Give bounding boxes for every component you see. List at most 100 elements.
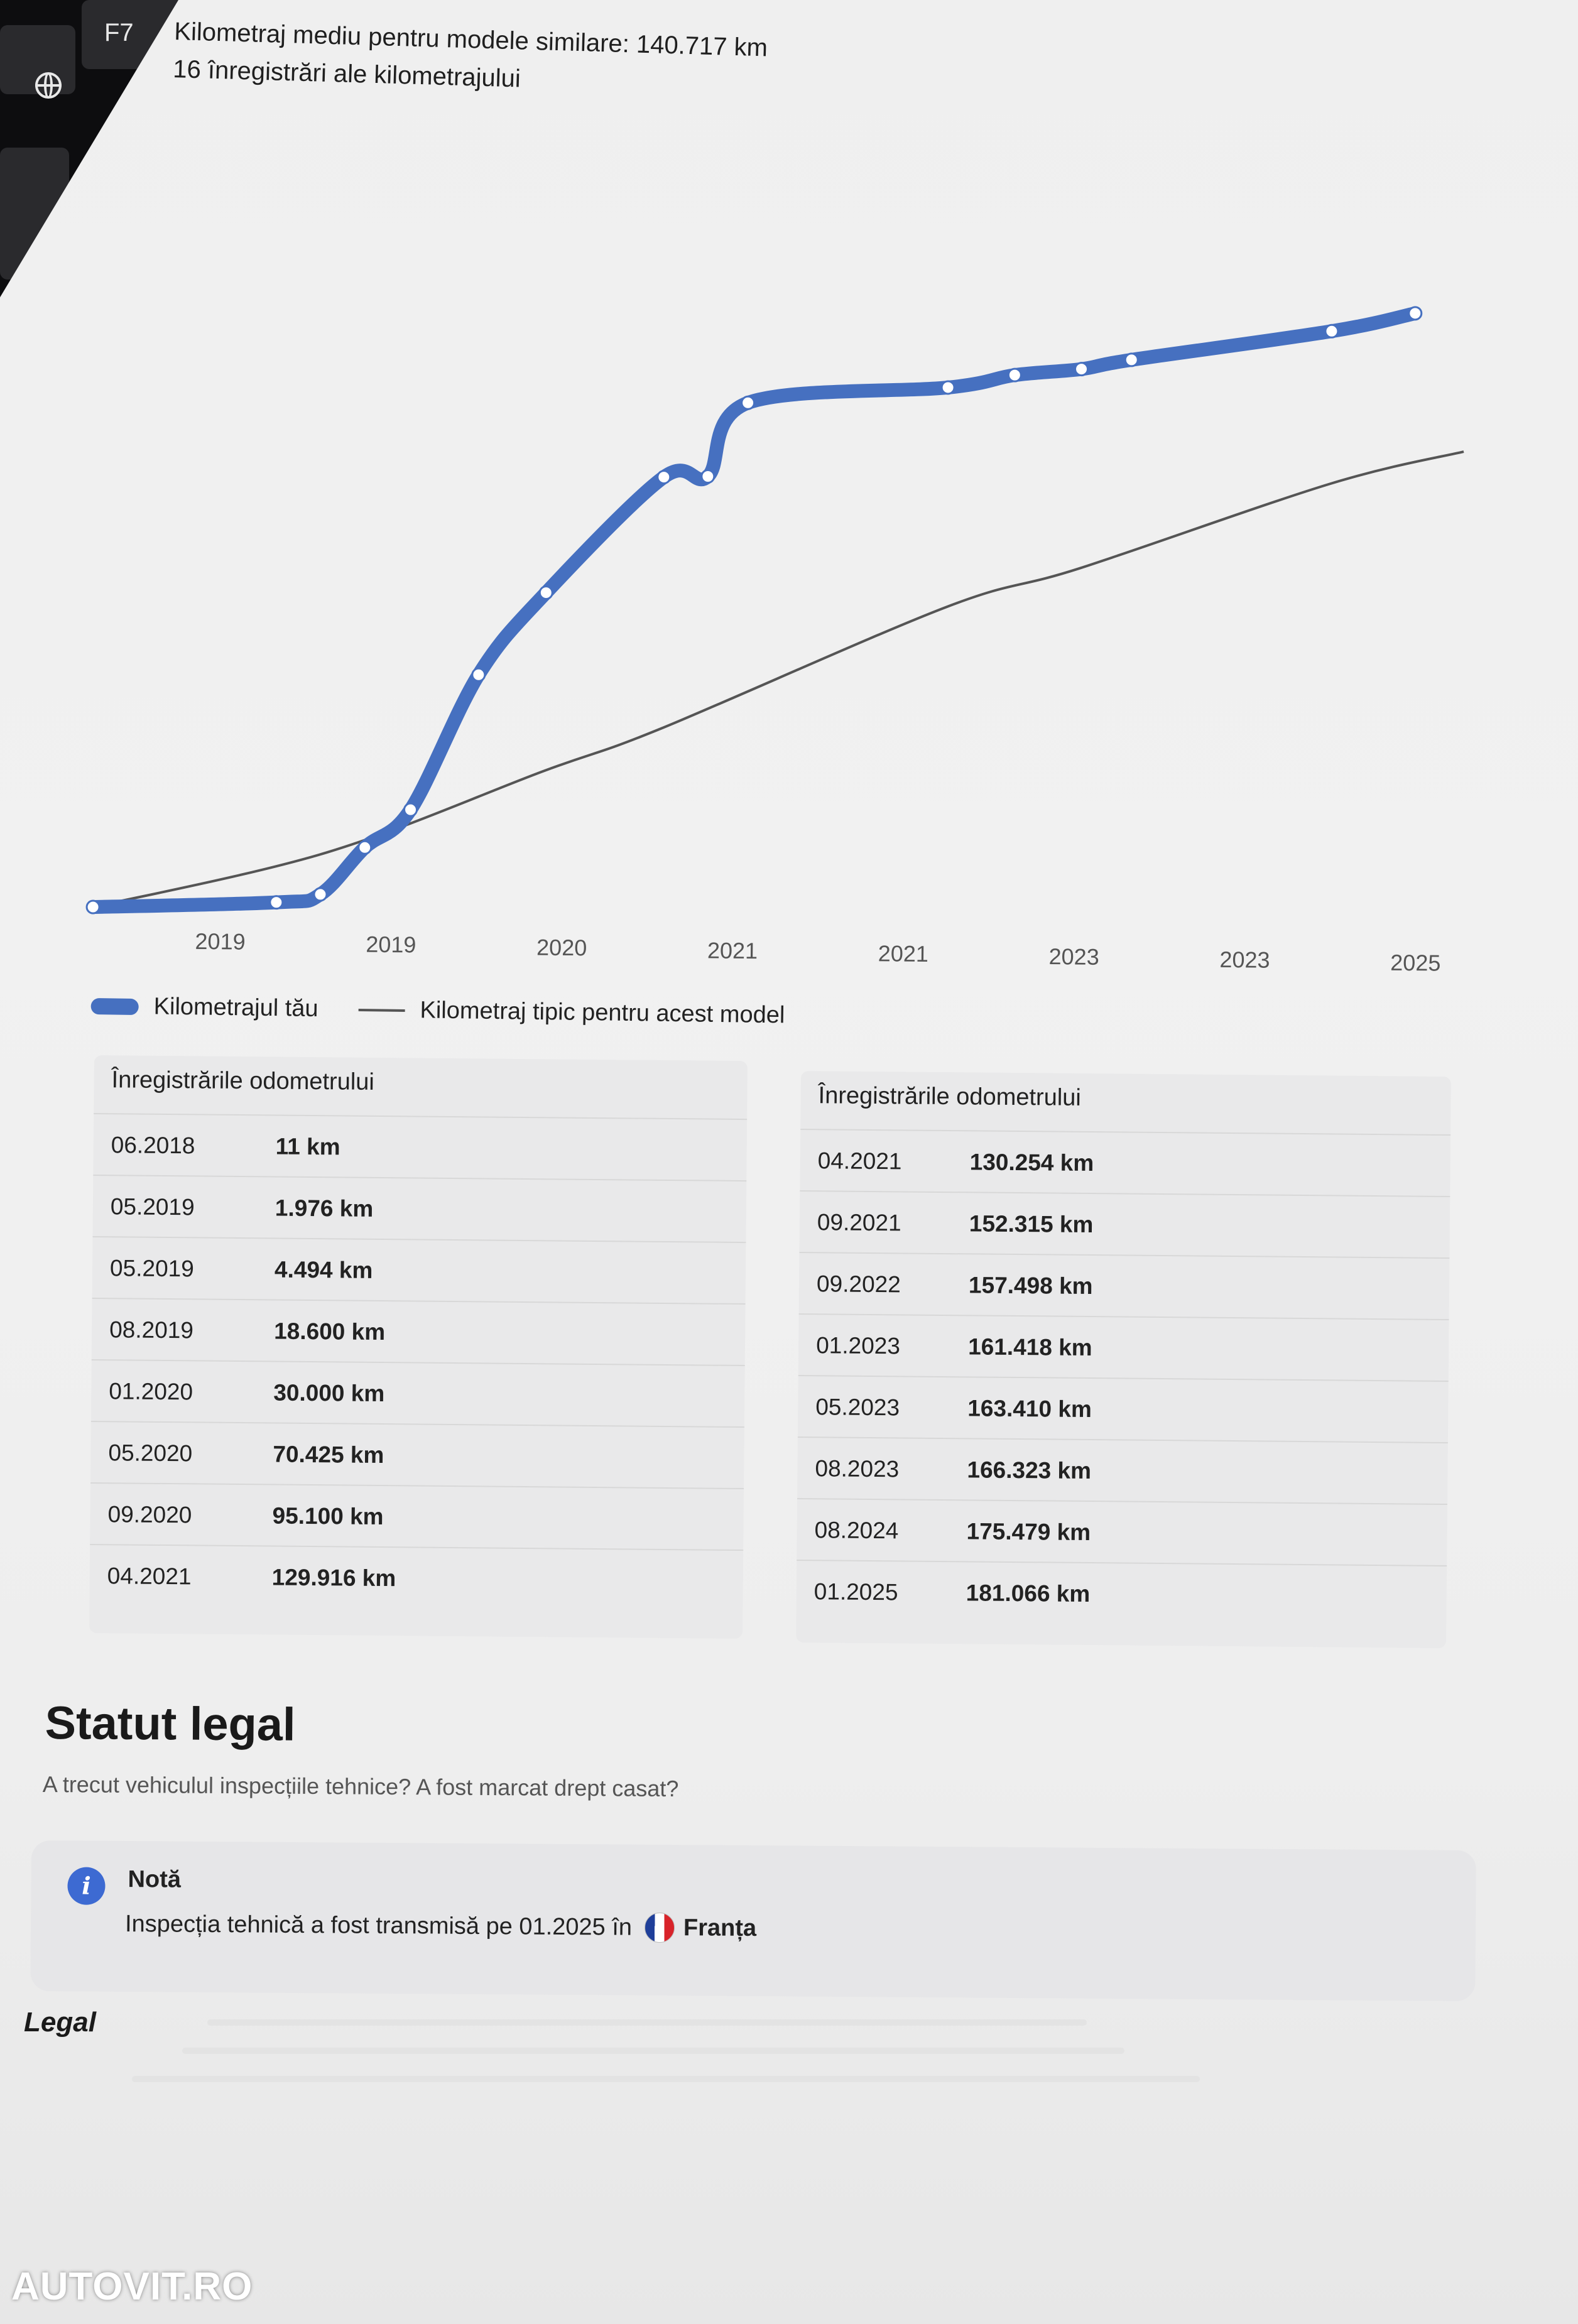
faint-bleed-line <box>207 2019 1087 2026</box>
record-date: 05.2023 <box>815 1394 900 1421</box>
info-icon: i <box>67 1867 106 1905</box>
record-km: 181.066 km <box>966 1580 1091 1607</box>
france-flag-icon <box>644 1912 675 1943</box>
mileage-point <box>269 895 284 910</box>
x-tick-label: 2019 <box>195 928 246 955</box>
record-km: 18.600 km <box>274 1318 386 1345</box>
table-row: 05.2023 163.410 km <box>797 1374 1449 1444</box>
watermark-logo: AUTOVIT.RO <box>11 2265 253 2308</box>
legal-status-title: Statut legal <box>45 1697 296 1751</box>
mileage-point <box>471 667 486 682</box>
faint-bleed-line <box>182 2048 1124 2054</box>
record-date: 04.2021 <box>817 1148 902 1175</box>
legend-swatch-mine <box>90 997 139 1015</box>
my-mileage-line <box>86 306 1422 915</box>
record-date: 08.2023 <box>815 1455 900 1482</box>
x-tick-label: 2019 <box>366 931 416 958</box>
x-tick-label: 2023 <box>1048 943 1099 970</box>
note-text: Inspecția tehnică a fost transmisă pe 01… <box>125 1909 756 1943</box>
mileage-chart: 2019 2019 2020 2021 2021 2023 2023 2025 <box>85 306 1464 976</box>
mileage-point <box>1074 362 1089 377</box>
note-country: Franța <box>683 1914 757 1941</box>
record-date: 06.2018 <box>111 1132 195 1159</box>
record-km: 1.976 km <box>275 1195 374 1222</box>
record-km: 157.498 km <box>968 1272 1093 1300</box>
note-message: Inspecția tehnică a fost transmisă pe 01… <box>124 1910 633 1941</box>
mileage-point <box>1408 306 1423 321</box>
record-date: 09.2021 <box>817 1209 901 1236</box>
table-row: 08.2019 18.600 km <box>91 1297 746 1367</box>
x-tick-label: 2021 <box>878 940 929 967</box>
mileage-point <box>940 380 955 395</box>
table-row: 05.2019 1.976 km <box>92 1174 747 1244</box>
legend-label-mine: Kilometrajul tău <box>153 993 318 1023</box>
mileage-point <box>1007 367 1022 383</box>
table-row: 06.2018 11 km <box>93 1112 748 1182</box>
record-date: 05.2019 <box>110 1193 195 1220</box>
faint-bleed-line <box>132 2076 1200 2082</box>
globe-key <box>0 25 75 99</box>
record-km: 152.315 km <box>969 1210 1094 1238</box>
x-tick-label: 2025 <box>1390 950 1441 976</box>
table-row: 08.2024 175.479 km <box>797 1497 1448 1567</box>
x-tick-label: 2020 <box>536 935 587 961</box>
record-km: 161.418 km <box>968 1333 1092 1361</box>
record-km: 4.494 km <box>274 1256 373 1283</box>
record-km: 11 km <box>275 1133 340 1160</box>
record-date: 09.2020 <box>107 1501 192 1528</box>
legal-heading: Legal <box>24 2007 96 2038</box>
record-km: 70.425 km <box>273 1441 384 1469</box>
record-km: 175.479 km <box>966 1518 1091 1546</box>
table-row: 01.2023 161.418 km <box>798 1313 1449 1382</box>
x-tick-label: 2021 <box>707 937 758 964</box>
mileage-point <box>1124 352 1139 367</box>
note-box: i Notă Inspecția tehnică a fost transmis… <box>30 1840 1476 2002</box>
note-title: Notă <box>128 1866 182 1893</box>
mileage-point <box>741 395 756 410</box>
record-date: 08.2019 <box>109 1317 194 1344</box>
record-date: 09.2022 <box>816 1271 901 1298</box>
record-date: 04.2021 <box>107 1563 192 1590</box>
record-date: 05.2020 <box>108 1440 193 1467</box>
mileage-point <box>656 470 672 485</box>
mileage-point <box>313 887 328 902</box>
odometer-table-left: Înregistrările odometrului 06.2018 11 km 0… <box>89 1055 748 1639</box>
record-km: 30.000 km <box>273 1379 385 1407</box>
record-date: 01.2025 <box>813 1578 898 1605</box>
legend-label-typical: Kilometraj tipic pentru acest model <box>420 997 785 1029</box>
record-km: 166.323 km <box>967 1457 1092 1484</box>
table-row: 05.2019 4.494 km <box>92 1235 746 1305</box>
table-row: 08.2023 166.323 km <box>797 1436 1448 1506</box>
legal-status-subtitle: A trecut vehiculul inspecțiile tehnice? … <box>42 1771 679 1802</box>
mileage-point <box>85 899 101 915</box>
table-row: 04.2021 129.916 km <box>89 1543 744 1613</box>
table-row: 05.2020 70.425 km <box>90 1420 744 1490</box>
mileage-point <box>700 469 716 484</box>
record-km: 130.254 km <box>969 1149 1094 1176</box>
x-tick-label: 2023 <box>1219 947 1270 973</box>
mileage-point <box>1324 323 1339 339</box>
odometer-heading: Înregistrările odometrului <box>818 1082 1082 1111</box>
odometer-table-right: Înregistrările odometrului 04.2021 130.25… <box>796 1071 1451 1648</box>
record-date: 01.2023 <box>816 1332 901 1359</box>
table-row: 01.2020 30.000 km <box>90 1359 745 1428</box>
record-date: 08.2024 <box>814 1517 899 1544</box>
table-row: 09.2021 152.315 km <box>799 1190 1450 1259</box>
typical-mileage-line <box>92 450 1464 909</box>
table-row: 09.2022 157.498 km <box>798 1251 1450 1321</box>
table-row: 01.2025 181.066 km <box>796 1559 1447 1628</box>
f7-label: F7 <box>104 19 134 46</box>
record-date: 05.2019 <box>109 1255 194 1282</box>
mileage-point <box>538 585 553 600</box>
globe-icon <box>35 72 62 99</box>
chart-plot: 2019 2019 2020 2021 2021 2023 2023 2025 <box>85 306 1464 976</box>
record-date: 01.2020 <box>109 1378 193 1405</box>
mileage-point <box>357 840 373 855</box>
mileage-point <box>403 802 418 817</box>
table-row: 09.2020 95.100 km <box>90 1482 744 1551</box>
legend-swatch-typical <box>358 1008 405 1012</box>
record-km: 129.916 km <box>271 1564 396 1592</box>
record-km: 163.410 km <box>967 1395 1092 1423</box>
odometer-heading: Înregistrările odometrului <box>111 1067 375 1095</box>
